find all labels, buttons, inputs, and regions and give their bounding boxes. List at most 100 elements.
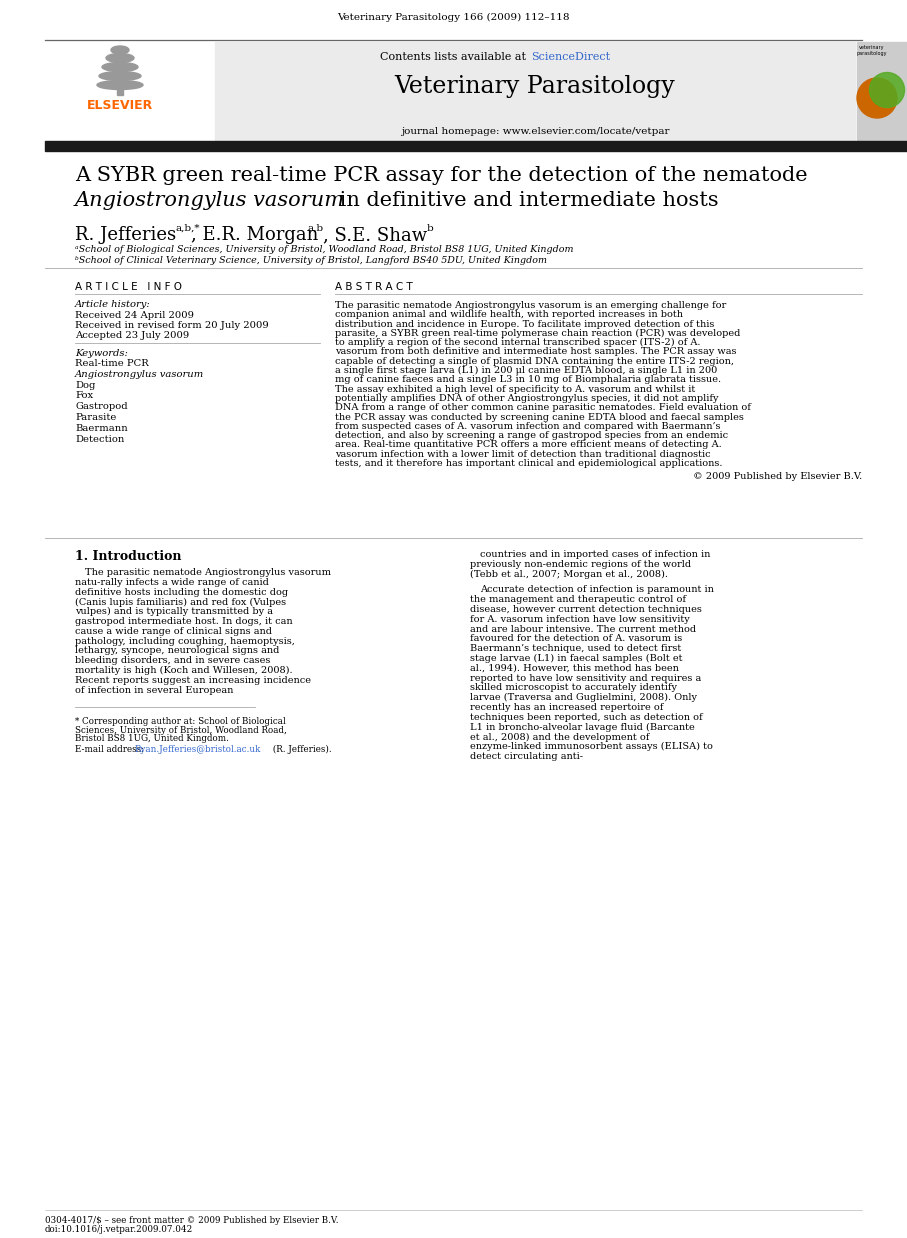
Text: Received 24 April 2009: Received 24 April 2009 <box>75 311 194 319</box>
Text: , S.E. Shaw: , S.E. Shaw <box>323 227 427 244</box>
Text: techniques been reported, such as detection of: techniques been reported, such as detect… <box>470 713 703 722</box>
Text: et al., 2008) and the development of: et al., 2008) and the development of <box>470 733 649 742</box>
Text: larvae (Traversa and Guglielmini, 2008). Only: larvae (Traversa and Guglielmini, 2008).… <box>470 693 697 702</box>
Text: Recent reports suggest an increasing incidence: Recent reports suggest an increasing inc… <box>75 676 311 685</box>
Text: 1. Introduction: 1. Introduction <box>75 550 181 563</box>
Text: skilled microscopist to accurately identify: skilled microscopist to accurately ident… <box>470 683 677 692</box>
Text: the PCR assay was conducted by screening canine EDTA blood and faecal samples: the PCR assay was conducted by screening… <box>335 412 744 422</box>
Text: Veterinary Parasitology 166 (2009) 112–118: Veterinary Parasitology 166 (2009) 112–1… <box>336 14 570 22</box>
Text: Gastropod: Gastropod <box>75 402 128 411</box>
Text: Bristol BS8 1UG, United Kingdom.: Bristol BS8 1UG, United Kingdom. <box>75 734 229 743</box>
Text: reported to have low sensitivity and requires a: reported to have low sensitivity and req… <box>470 673 701 682</box>
Text: Detection: Detection <box>75 435 124 443</box>
Text: doi:10.1016/j.vetpar.2009.07.042: doi:10.1016/j.vetpar.2009.07.042 <box>45 1224 193 1234</box>
Text: vasorum infection with a lower limit of detection than traditional diagnostic: vasorum infection with a lower limit of … <box>335 449 710 459</box>
Text: journal homepage: www.elsevier.com/locate/vetpar: journal homepage: www.elsevier.com/locat… <box>401 128 669 136</box>
Text: Fox: Fox <box>75 391 93 400</box>
Text: Article history:: Article history: <box>75 300 151 310</box>
Text: Baermann: Baermann <box>75 423 128 433</box>
Text: definitive hosts including the domestic dog: definitive hosts including the domestic … <box>75 588 288 597</box>
Text: (R. Jefferies).: (R. Jefferies). <box>270 745 332 754</box>
Text: Keywords:: Keywords: <box>75 349 128 358</box>
Text: lethargy, syncope, neurological signs and: lethargy, syncope, neurological signs an… <box>75 646 279 655</box>
Ellipse shape <box>99 72 141 80</box>
Bar <box>857 42 907 140</box>
Text: in definitive and intermediate hosts: in definitive and intermediate hosts <box>333 191 718 210</box>
Text: Real-time PCR: Real-time PCR <box>75 359 149 368</box>
Ellipse shape <box>111 46 129 54</box>
Text: b: b <box>427 224 434 233</box>
Text: R. Jefferies: R. Jefferies <box>75 227 176 244</box>
Bar <box>215 42 855 140</box>
Text: detect circulating anti-: detect circulating anti- <box>470 751 583 761</box>
Text: a,b,*: a,b,* <box>175 224 200 233</box>
Text: ᵃSchool of Biological Sciences, University of Bristol, Woodland Road, Bristol BS: ᵃSchool of Biological Sciences, Universi… <box>75 245 573 254</box>
Ellipse shape <box>106 53 134 62</box>
Text: distribution and incidence in Europe. To facilitate improved detection of this: distribution and incidence in Europe. To… <box>335 319 715 328</box>
Bar <box>117 87 123 95</box>
Text: (Tebb et al., 2007; Morgan et al., 2008).: (Tebb et al., 2007; Morgan et al., 2008)… <box>470 569 668 578</box>
Text: Veterinary Parasitology: Veterinary Parasitology <box>395 76 676 98</box>
Ellipse shape <box>102 62 138 72</box>
Ellipse shape <box>857 78 897 118</box>
Text: * Corresponding author at: School of Biological: * Corresponding author at: School of Bio… <box>75 717 286 727</box>
Text: capable of detecting a single of plasmid DNA containing the entire ITS-2 region,: capable of detecting a single of plasmid… <box>335 357 734 365</box>
Text: detection, and also by screening a range of gastropod species from an endemic: detection, and also by screening a range… <box>335 431 728 441</box>
Text: favoured for the detection of A. vasorum is: favoured for the detection of A. vasorum… <box>470 634 682 644</box>
Text: veterinary
parasitology: veterinary parasitology <box>857 45 887 56</box>
Text: Received in revised form 20 July 2009: Received in revised form 20 July 2009 <box>75 321 268 331</box>
Text: Ryan.Jefferies@bristol.ac.uk: Ryan.Jefferies@bristol.ac.uk <box>135 745 261 754</box>
Text: vasorum from both definitive and intermediate host samples. The PCR assay was: vasorum from both definitive and interme… <box>335 348 736 357</box>
Text: mg of canine faeces and a single L3 in 10 mg of Biomphalaria glabrata tissue.: mg of canine faeces and a single L3 in 1… <box>335 375 721 385</box>
Text: parasite, a SYBR green real-time polymerase chain reaction (PCR) was developed: parasite, a SYBR green real-time polymer… <box>335 329 740 338</box>
Text: Accepted 23 July 2009: Accepted 23 July 2009 <box>75 331 190 340</box>
Text: Sciences, University of Bristol, Woodland Road,: Sciences, University of Bristol, Woodlan… <box>75 725 287 735</box>
Text: L1 in broncho-alveolar lavage fluid (Barcante: L1 in broncho-alveolar lavage fluid (Bar… <box>470 723 695 732</box>
Text: (Canis lupis familiaris) and red fox (Vulpes: (Canis lupis familiaris) and red fox (Vu… <box>75 598 286 607</box>
Text: gastropod intermediate host. In dogs, it can: gastropod intermediate host. In dogs, it… <box>75 617 293 626</box>
Text: A B S T R A C T: A B S T R A C T <box>335 282 413 292</box>
Text: from suspected cases of A. vasorum infection and compared with Baermann’s: from suspected cases of A. vasorum infec… <box>335 422 720 431</box>
Text: countries and in imported cases of infection in: countries and in imported cases of infec… <box>480 550 710 560</box>
Text: stage larvae (L1) in faecal samples (Bolt et: stage larvae (L1) in faecal samples (Bol… <box>470 654 682 664</box>
Text: vulpes) and is typically transmitted by a: vulpes) and is typically transmitted by … <box>75 607 273 617</box>
Text: a,b: a,b <box>308 224 324 233</box>
Text: potentially amplifies DNA of other Angiostrongylus species, it did not amplify: potentially amplifies DNA of other Angio… <box>335 394 718 404</box>
Text: disease, however current detection techniques: disease, however current detection techn… <box>470 605 702 614</box>
Text: , E.R. Morgan: , E.R. Morgan <box>191 227 318 244</box>
Ellipse shape <box>870 73 904 108</box>
Text: ScienceDirect: ScienceDirect <box>531 52 610 62</box>
Text: DNA from a range of other common canine parasitic nematodes. Field evaluation of: DNA from a range of other common canine … <box>335 404 751 412</box>
Text: for A. vasorum infection have low sensitivity: for A. vasorum infection have low sensit… <box>470 615 689 624</box>
Bar <box>45 141 907 151</box>
Text: The parasitic nematode Angiostrongylus vasorum is an emerging challenge for: The parasitic nematode Angiostrongylus v… <box>335 301 727 310</box>
Text: tests, and it therefore has important clinical and epidemiological applications.: tests, and it therefore has important cl… <box>335 459 723 468</box>
Text: area. Real-time quantitative PCR offers a more efficient means of detecting A.: area. Real-time quantitative PCR offers … <box>335 441 722 449</box>
Text: Contents lists available at: Contents lists available at <box>381 52 530 62</box>
Text: A R T I C L E   I N F O: A R T I C L E I N F O <box>75 282 182 292</box>
Text: © 2009 Published by Elsevier B.V.: © 2009 Published by Elsevier B.V. <box>693 473 862 482</box>
Bar <box>45 42 213 140</box>
Text: Angiostrongylus vasorum: Angiostrongylus vasorum <box>75 191 345 210</box>
Text: ELSEVIER: ELSEVIER <box>87 99 153 111</box>
Text: recently has an increased repertoire of: recently has an increased repertoire of <box>470 703 663 712</box>
Text: mortality is high (Koch and Willesen, 2008).: mortality is high (Koch and Willesen, 20… <box>75 666 293 675</box>
Text: natu-rally infects a wide range of canid: natu-rally infects a wide range of canid <box>75 578 268 587</box>
Text: the management and therapeutic control of: the management and therapeutic control o… <box>470 595 686 604</box>
Text: to amplify a region of the second internal transcribed spacer (ITS-2) of A.: to amplify a region of the second intern… <box>335 338 700 348</box>
Text: Angiostrongylus vasorum: Angiostrongylus vasorum <box>75 370 204 379</box>
Text: Dog: Dog <box>75 380 95 390</box>
Text: of infection in several European: of infection in several European <box>75 686 233 695</box>
Text: Baermann’s technique, used to detect first: Baermann’s technique, used to detect fir… <box>470 644 681 654</box>
Text: cause a wide range of clinical signs and: cause a wide range of clinical signs and <box>75 626 272 636</box>
Text: and are labour intensive. The current method: and are labour intensive. The current me… <box>470 625 697 634</box>
Text: Accurate detection of infection is paramount in: Accurate detection of infection is param… <box>480 586 714 594</box>
Text: al., 1994). However, this method has been: al., 1994). However, this method has bee… <box>470 664 678 672</box>
Text: enzyme-linked immunosorbent assays (ELISA) to: enzyme-linked immunosorbent assays (ELIS… <box>470 743 713 751</box>
Text: bleeding disorders, and in severe cases: bleeding disorders, and in severe cases <box>75 656 270 665</box>
Text: previously non-endemic regions of the world: previously non-endemic regions of the wo… <box>470 560 691 568</box>
Text: companion animal and wildlife health, with reported increases in both: companion animal and wildlife health, wi… <box>335 311 683 319</box>
Text: The parasitic nematode Angiostrongylus vasorum: The parasitic nematode Angiostrongylus v… <box>85 568 331 577</box>
Text: pathology, including coughing, haemoptysis,: pathology, including coughing, haemoptys… <box>75 636 295 645</box>
Text: A SYBR green real-time PCR assay for the detection of the nematode: A SYBR green real-time PCR assay for the… <box>75 166 807 184</box>
